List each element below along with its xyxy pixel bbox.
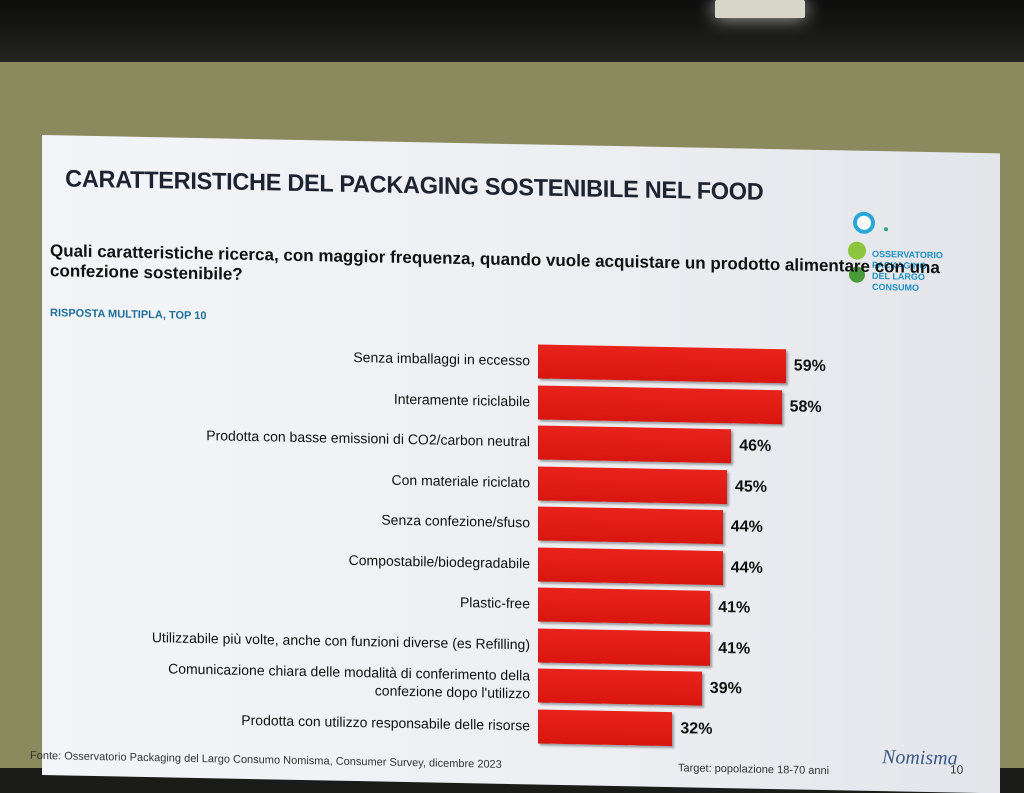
osservatorio-logo: OSSERVATORIO PACKAGING DEL LARGO CONSUMO	[842, 210, 972, 302]
bar-chart: Senza imballaggi in eccesso 59% Interament…	[42, 135, 1000, 793]
value-label: 59%	[793, 357, 826, 376]
category-label: Con materiale riciclato	[391, 471, 531, 490]
category-label: Prodotta con utilizzo responsabile delle…	[241, 711, 530, 733]
category-label: Senza confezione/sfuso	[381, 511, 530, 531]
category-label: Compostabile/biodegradabile	[348, 551, 530, 571]
nomisma-logo: Nomisma	[882, 746, 958, 770]
bar	[538, 466, 727, 504]
value-label: 32%	[680, 719, 713, 738]
value-label: 46%	[739, 437, 772, 456]
category-label: Prodotta con basse emissioni di CO2/carb…	[206, 427, 530, 450]
bar	[538, 628, 711, 666]
bar	[538, 587, 711, 625]
category-label: Senza imballaggi in eccesso	[353, 348, 530, 369]
category-label: Plastic-free	[459, 594, 530, 612]
page-number: 10	[950, 762, 964, 777]
value-label: 39%	[709, 679, 742, 698]
bar	[538, 709, 673, 746]
value-label: 44%	[730, 558, 763, 577]
category-label: Comunicazione chiara delle modalità di c…	[168, 660, 530, 702]
value-label: 41%	[718, 639, 751, 658]
ceiling-light	[715, 0, 805, 18]
slide: CARATTERISTICHE DEL PACKAGING SOSTENIBIL…	[30, 135, 1000, 793]
bar	[538, 425, 732, 464]
bar	[538, 506, 723, 545]
bar	[538, 344, 786, 384]
category-label: Utilizzabile più volte, anche con funzio…	[151, 628, 530, 652]
bar	[538, 547, 723, 585]
logo-icons	[848, 211, 888, 283]
value-label: 45%	[735, 477, 768, 496]
bar	[538, 668, 702, 706]
value-label: 44%	[730, 518, 763, 536]
value-label: 41%	[718, 598, 751, 617]
ceiling	[0, 0, 1024, 70]
bar	[538, 385, 782, 424]
category-label: Interamente riciclabile	[393, 390, 530, 409]
value-label: 58%	[789, 397, 822, 416]
